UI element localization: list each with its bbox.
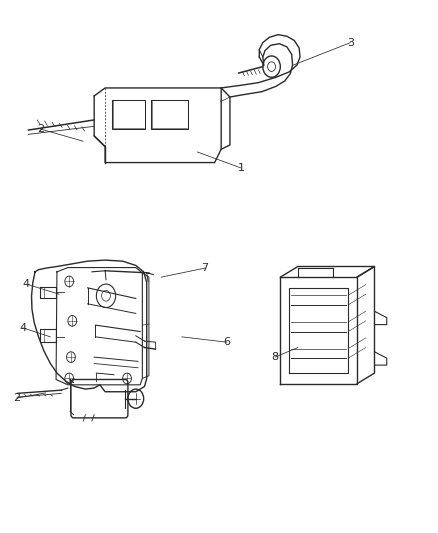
Text: 8: 8 [272,352,279,362]
Text: 2: 2 [37,124,44,134]
Text: 2: 2 [13,393,20,403]
Text: 1: 1 [237,163,244,173]
Text: 4: 4 [19,323,26,333]
Text: 4: 4 [23,279,30,289]
Text: 3: 3 [347,38,354,47]
Text: 7: 7 [201,263,208,273]
Text: 6: 6 [223,337,230,347]
